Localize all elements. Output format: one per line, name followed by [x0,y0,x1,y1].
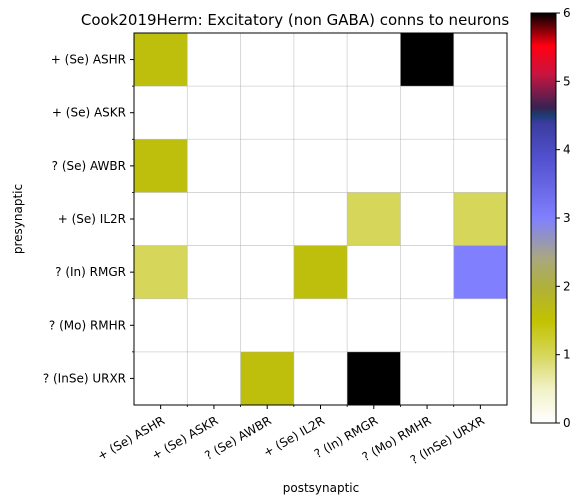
heatmap-cell [293,192,348,246]
heatmap-cell [240,139,295,193]
heatmap-cell [347,192,401,246]
y-tick-label: ? (InSe) URXR [43,371,126,385]
y-tick-label: ? (Se) AWBR [52,159,126,173]
colorbar-tick-label: 6 [563,6,571,20]
heatmap-cell [347,33,401,87]
heatmap-cell [453,33,508,87]
heatmap-cell [240,86,295,140]
heatmap-cell [240,351,295,406]
heatmap-cell [453,298,508,353]
heatmap-cell [134,139,188,193]
heatmap-cell [400,139,455,193]
heatmap-cell [453,139,508,193]
chart-title: Cook2019Herm: Excitatory (non GABA) conn… [81,11,509,29]
colorbar-tick-label: 4 [563,143,571,157]
heatmap-cell [240,245,295,300]
heatmap-cell [400,192,455,246]
x-axis-label: postsynaptic [283,481,359,495]
heatmap-cell [453,192,508,246]
heatmap-cell [134,245,188,300]
y-tick-label: ? (In) RMGR [55,265,126,279]
colorbar-tick-label: 1 [563,348,571,362]
colorbar-tick-label: 3 [563,211,571,225]
heatmap-cell [453,245,508,300]
y-tick-label: + (Se) IL2R [58,212,126,226]
heatmap-cell [187,139,241,193]
heatmap-cell [134,33,188,87]
heatmap-cell [187,351,241,406]
heatmap-cell [293,245,348,300]
y-tick-label: ? (Mo) RMHR [49,318,126,332]
heatmap-cell [293,351,348,406]
heatmap-cell [453,351,508,406]
colorbar-tick-label: 2 [563,279,571,293]
heatmap-cell [347,245,401,300]
heatmap-cell [187,298,241,353]
colorbar-tick-label: 0 [563,416,571,430]
heatmap-cell [293,298,348,353]
heatmap-cell [187,192,241,246]
heatmap-cell [293,139,348,193]
heatmap-cell [134,298,188,353]
heatmap-cell [400,245,455,300]
colorbar [530,12,557,424]
heatmap-cell [347,298,401,353]
heatmap-cell [240,298,295,353]
heatmap-cell [293,33,348,87]
heatmap-cell [400,298,455,353]
heatmap-cell [347,86,401,140]
heatmap-cell [187,33,241,87]
heatmap-cell [134,351,188,406]
heatmap-cell [240,33,295,87]
y-tick-label: + (Se) ASKR [52,106,126,120]
heatmap-cell [134,192,188,246]
heatmap-cell [134,86,188,140]
heatmap-cell [453,86,508,140]
heatmap-cell [187,86,241,140]
heatmap-cell [400,86,455,140]
heatmap-cell [400,33,455,87]
heatmap-cell [240,192,295,246]
y-tick-label: + (Se) ASHR [51,53,126,67]
colorbar-tick-label: 5 [563,74,571,88]
heatmap-cell [187,245,241,300]
y-axis-label: presynaptic [11,184,25,254]
heatmap-cell [347,139,401,193]
heatmap-cell [293,86,348,140]
heatmap-cell [400,351,455,406]
heatmap-cell [347,351,401,406]
